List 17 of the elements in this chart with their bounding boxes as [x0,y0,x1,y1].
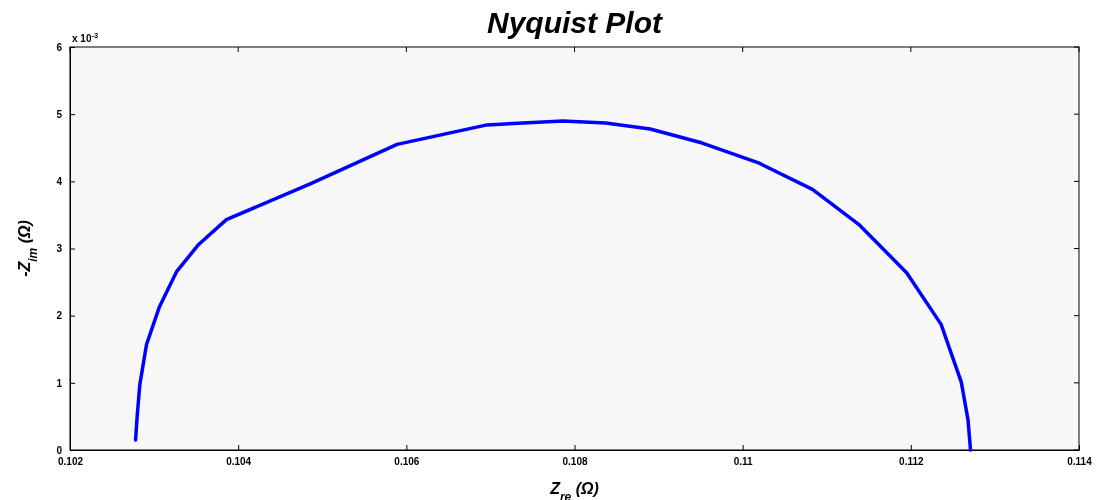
line-series [133,119,973,452]
y-tick-label: 6 [56,41,63,53]
x-tick-label: 0.104 [226,456,252,468]
y-tick-label: 2 [56,310,63,322]
y-tick-label: 4 [56,176,63,188]
x-tick-label: 0.102 [57,456,84,468]
chart-title: Nyquist Plot [486,6,665,39]
y-tick-label: 1 [56,377,63,389]
x-tick-label: 0.106 [394,456,420,468]
x-tick-label: 0.112 [899,456,924,468]
text: x 10$^{-3}$ [72,30,99,44]
x-tick-label: 0.114 [1067,456,1093,468]
y-tick-label: 0 [56,444,63,456]
x-tick-label: 0.11 [733,456,754,468]
x-tick-label: 0.108 [562,456,588,468]
y-tick-label: 3 [56,243,63,255]
y-tick-label: 5 [56,108,63,120]
